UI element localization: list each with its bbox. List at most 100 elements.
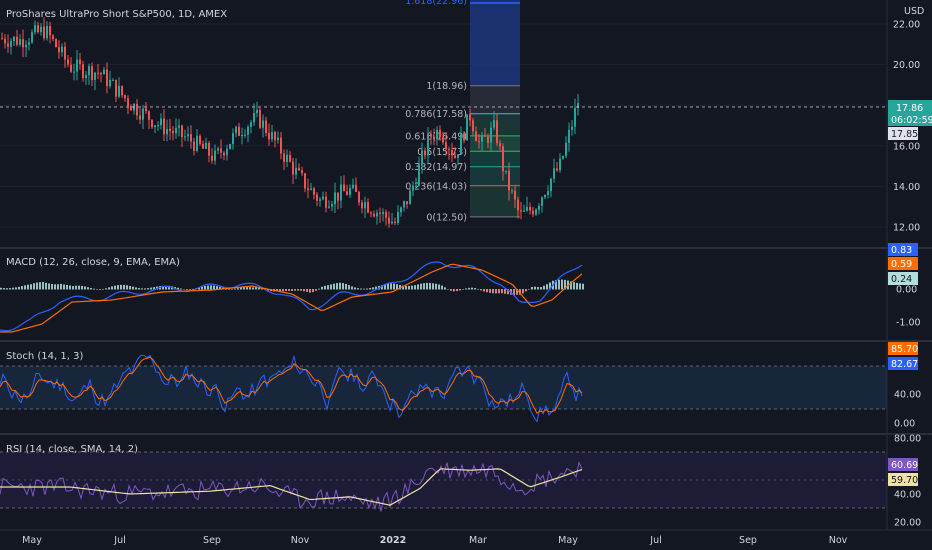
macd-histogram-bar — [483, 289, 485, 292]
macd-histogram-bar — [384, 284, 386, 290]
macd-histogram-bar — [357, 288, 359, 290]
macd-histogram-bar — [117, 285, 119, 290]
macd-histogram-bar — [348, 285, 350, 290]
macd-histogram-bar — [201, 286, 203, 290]
macd-histogram-bar — [516, 289, 518, 295]
macd-histogram-bar — [9, 288, 11, 290]
time-tick-label: Jul — [649, 535, 661, 546]
candle-body — [391, 221, 393, 224]
macd-tick-label: 0.00 — [896, 285, 917, 296]
macd-histogram-bar — [147, 288, 149, 290]
candle-body — [433, 136, 435, 140]
candle-body — [511, 190, 513, 192]
candle-body — [490, 127, 492, 143]
candle-body — [364, 202, 366, 209]
stoch-pane[interactable]: Stoch (14, 1, 3) — [0, 351, 887, 423]
macd-histogram-bar — [396, 284, 398, 290]
macd-histogram-bar — [51, 284, 53, 290]
macd-histogram-bar — [399, 284, 401, 290]
candle-body — [88, 66, 90, 76]
fib-level-label: 0.786(17.58) — [405, 109, 467, 120]
time-axis[interactable]: May Jul Sep Nov 2022 Mar May Jul Sep Nov — [0, 529, 932, 546]
macd-histogram-bar — [63, 284, 65, 290]
candle-body — [565, 142, 567, 157]
candle-body — [256, 109, 258, 114]
candle-body — [544, 195, 546, 198]
candle-body — [151, 119, 153, 128]
macd-pane[interactable]: MACD (12, 26, close, 9, EMA, EMA) — [0, 257, 584, 333]
candle-body — [199, 135, 201, 144]
candle-body — [187, 134, 189, 137]
candle-body — [412, 185, 414, 191]
macd-histogram-bar — [141, 288, 143, 290]
pane-separator[interactable] — [0, 340, 932, 342]
macd-histogram-bar — [294, 289, 296, 291]
candle-body — [436, 129, 438, 140]
candle-body — [4, 38, 6, 44]
pane-separator[interactable] — [0, 247, 932, 249]
macd-histogram-bar — [537, 287, 539, 290]
time-tick-label: Sep — [203, 535, 221, 546]
candle-body — [58, 47, 60, 53]
macd-histogram-bar — [99, 289, 101, 290]
candle-body — [571, 126, 573, 130]
candle-body — [208, 143, 210, 156]
price-candles — [1, 17, 579, 228]
candle-body — [400, 207, 402, 213]
candle-body — [448, 149, 450, 151]
macd-histogram-bar — [540, 287, 542, 290]
rsi-pane[interactable]: RSI (14, close, SMA, 14, 2) — [0, 444, 887, 512]
candle-body — [388, 217, 390, 224]
macd-histogram-bar — [414, 285, 416, 290]
close-price-badge: 17.85 — [891, 129, 918, 140]
pane-separator[interactable] — [0, 433, 932, 435]
macd-histogram-bar — [108, 287, 110, 290]
macd-histogram-bar — [282, 289, 284, 292]
candle-body — [379, 212, 381, 214]
fibonacci-retracement[interactable]: 1.618(22.96)1(18.96)0.786(17.58)0.618(16… — [405, 0, 520, 223]
candle-body — [451, 149, 453, 156]
price-pane[interactable]: 1.618(22.96)1(18.96)0.786(17.58)0.618(16… — [0, 0, 932, 248]
candle-body — [205, 143, 207, 149]
candle-body — [166, 128, 168, 135]
macd-histogram-bar — [360, 288, 362, 290]
candle-body — [367, 202, 369, 213]
macd-histogram-bar — [30, 284, 32, 290]
candle-body — [52, 35, 54, 39]
macd-histogram-bar — [366, 288, 368, 290]
macd-histogram-bar — [525, 289, 527, 292]
macd-histogram-bar — [231, 288, 233, 290]
candle-body — [484, 135, 486, 137]
candle-body — [439, 129, 441, 138]
macd-histogram-bar — [318, 288, 320, 290]
candle-body — [316, 194, 318, 201]
candle-body — [409, 190, 411, 205]
macd-histogram-bar — [78, 285, 80, 290]
candle-body — [499, 143, 501, 147]
macd-histogram-bar — [288, 289, 290, 291]
candle-body — [517, 199, 519, 211]
macd-histogram-bar — [438, 284, 440, 290]
candle-body — [322, 196, 324, 200]
candle-body — [541, 197, 543, 206]
candle-body — [313, 188, 315, 195]
indicator-badges: 0.83 0.59 0.24 85.70 82.67 60.69 59.70 — [888, 243, 918, 486]
candle-body — [328, 206, 330, 208]
macd-histogram-bar — [405, 285, 407, 290]
macd-histogram-bar — [429, 282, 431, 290]
macd-histogram-bar — [21, 286, 23, 290]
stoch-tick-label: 40.00 — [894, 390, 921, 401]
macd-histogram-bar — [96, 289, 98, 290]
macd-histogram-bar — [261, 288, 263, 290]
rsi-tick-label: 80.00 — [894, 434, 921, 445]
candle-body — [406, 201, 408, 205]
candle-body — [67, 59, 69, 65]
candle-body — [103, 69, 105, 75]
macd-histogram-bar — [387, 283, 389, 290]
candle-body — [502, 146, 504, 172]
macd-histogram-bar — [243, 287, 245, 290]
candle-body — [100, 73, 102, 75]
macd-histogram-bar — [75, 285, 77, 290]
